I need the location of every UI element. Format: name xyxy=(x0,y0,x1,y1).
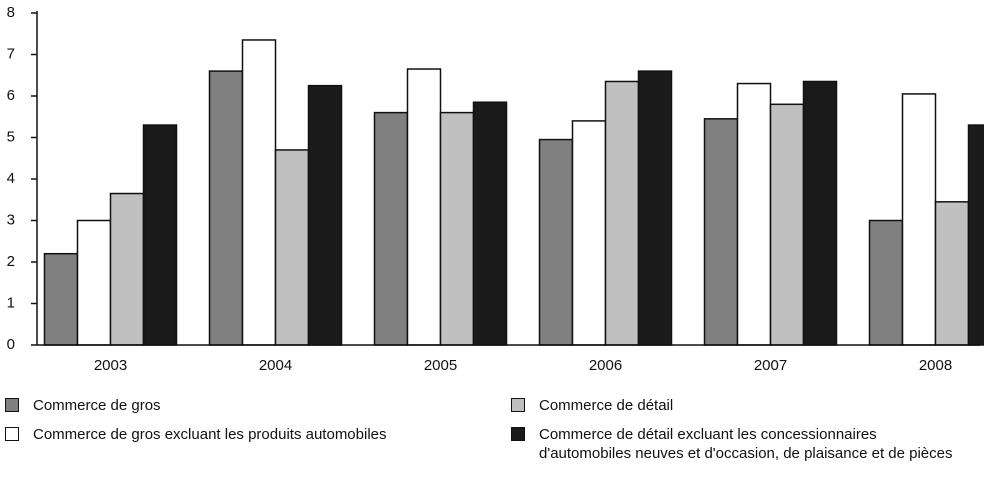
x-tick-label: 2006 xyxy=(589,357,622,374)
legend-swatch xyxy=(5,398,19,412)
bar xyxy=(637,70,673,346)
y-tick-label: 8 xyxy=(7,4,15,21)
bar xyxy=(868,219,904,346)
legend-item: Commerce de détail xyxy=(511,396,971,415)
x-tick-label: 2008 xyxy=(919,357,952,374)
legend-item: Commerce de détail excluant les concessi… xyxy=(511,425,971,463)
bar xyxy=(109,192,145,346)
bar xyxy=(373,111,409,346)
legend-swatch xyxy=(511,427,525,441)
bar xyxy=(934,201,970,346)
legend-label: Commerce de gros excluant les produits a… xyxy=(33,426,387,443)
bar xyxy=(571,120,607,346)
y-tick-label: 1 xyxy=(7,294,15,311)
x-tick-label: 2003 xyxy=(94,357,127,374)
bar xyxy=(538,138,574,346)
bar xyxy=(307,84,343,346)
bar xyxy=(406,68,442,346)
y-tick-label: 4 xyxy=(7,170,15,187)
bar xyxy=(901,93,937,346)
chart: 0 1 2 3 4 5 6 7 8 2003 2004 2005 2006 2007 2008 xyxy=(7,4,984,374)
bar xyxy=(142,124,178,346)
legend-label: Commerce de détail excluant les concessi… xyxy=(539,426,953,462)
y-tick-label: 5 xyxy=(7,128,15,145)
legend-item: Commerce de gros xyxy=(5,396,485,415)
bar xyxy=(802,80,838,346)
legend-label: Commerce de gros xyxy=(33,397,161,414)
legend-swatch xyxy=(511,398,525,412)
bar xyxy=(208,70,244,346)
bar xyxy=(76,219,112,346)
bar xyxy=(241,39,277,346)
y-tick-label: 0 xyxy=(7,336,15,353)
y-tick-label: 7 xyxy=(7,45,15,62)
bar xyxy=(274,149,310,346)
legend-swatch xyxy=(5,427,19,441)
x-tick-label: 2004 xyxy=(259,357,292,374)
bar xyxy=(43,252,79,346)
x-tick-label: 2007 xyxy=(754,357,787,374)
bar xyxy=(736,82,772,346)
bar xyxy=(703,118,739,346)
y-tick-label: 3 xyxy=(7,211,15,228)
legend-item: Commerce de gros excluant les produits a… xyxy=(5,425,485,444)
bar xyxy=(769,103,805,346)
bar xyxy=(439,111,475,346)
bar xyxy=(967,124,984,346)
legend-label: Commerce de détail xyxy=(539,397,674,414)
y-tick-label: 6 xyxy=(7,87,15,104)
bar xyxy=(472,101,508,346)
bar xyxy=(604,80,640,346)
x-tick-label: 2005 xyxy=(424,357,457,374)
y-tick-label: 2 xyxy=(7,253,15,270)
